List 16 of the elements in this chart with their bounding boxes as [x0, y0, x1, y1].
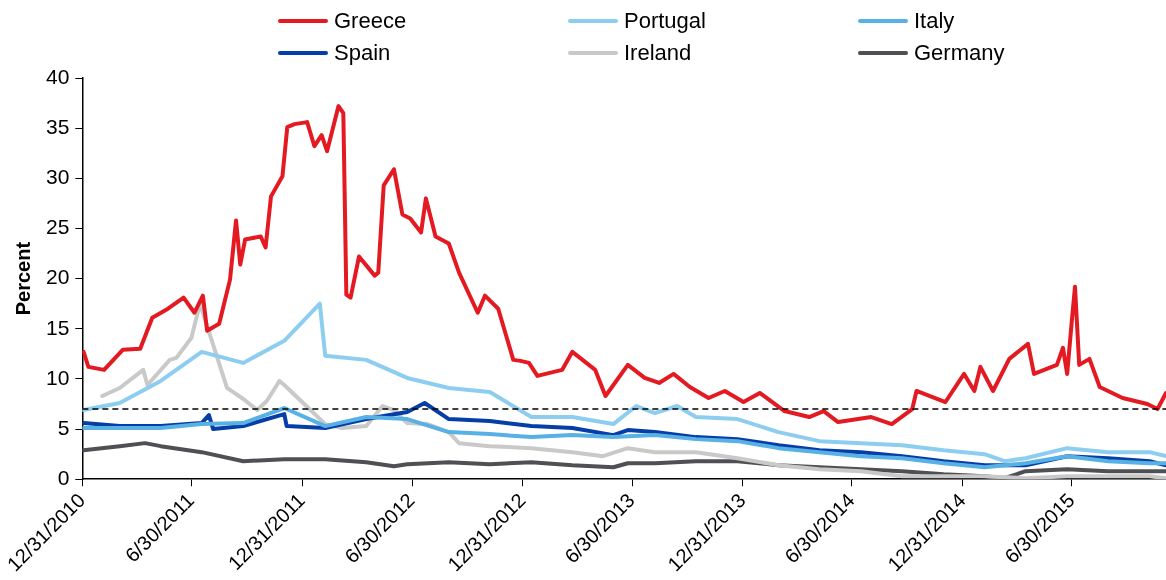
- y-tick-label: 40: [46, 64, 70, 88]
- legend-label: Portugal: [624, 8, 706, 34]
- y-tick-label: 0: [57, 466, 70, 490]
- legend-label: Spain: [334, 40, 391, 66]
- legend-label: Italy: [914, 8, 955, 34]
- y-tick-label: 10: [46, 365, 70, 389]
- y-tick-label: 30: [46, 165, 70, 189]
- y-tick-label: 35: [46, 114, 70, 138]
- y-tick-label: 5: [57, 415, 70, 439]
- y-tick-label: 20: [46, 265, 70, 289]
- y-tick-label: 25: [46, 215, 70, 239]
- legend-label: Ireland: [624, 40, 692, 66]
- y-axis-title: Percent: [11, 241, 34, 316]
- legend-label: Germany: [914, 40, 1005, 66]
- y-tick-label: 15: [46, 315, 70, 339]
- legend-label: Greece: [334, 8, 407, 34]
